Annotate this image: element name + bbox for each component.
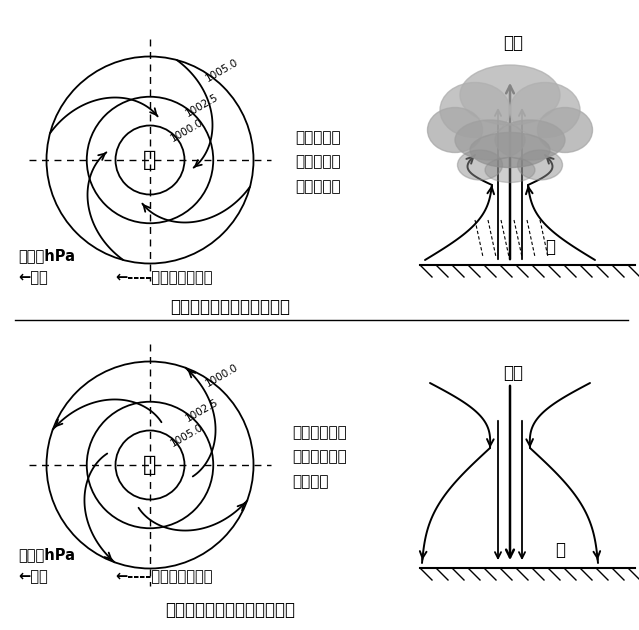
Text: 高: 高 [143,455,157,475]
Text: ←----水平气压梯度力: ←----水平气压梯度力 [115,570,213,585]
Ellipse shape [510,83,580,137]
Text: ←风向: ←风向 [18,570,48,585]
Text: 1005.0: 1005.0 [169,421,206,449]
Text: ←风向: ←风向 [18,270,48,285]
Text: 1005.0: 1005.0 [204,57,240,84]
Ellipse shape [470,132,550,168]
Text: 1002.5: 1002.5 [183,92,220,118]
Ellipse shape [485,158,535,183]
Ellipse shape [458,150,502,180]
Text: 北半球反气旋的形成及其天气: 北半球反气旋的形成及其天气 [165,601,295,619]
Text: 晴: 晴 [555,541,565,559]
Text: 1000.0: 1000.0 [204,362,240,389]
Ellipse shape [460,65,560,125]
Ellipse shape [440,83,510,137]
Ellipse shape [537,108,592,152]
Ellipse shape [495,120,565,160]
Ellipse shape [518,150,562,180]
Text: 上升: 上升 [503,34,523,52]
Text: 低: 低 [143,150,157,170]
Text: 反气旋东部吹
偏北风，西部
吹偏南风: 反气旋东部吹 偏北风，西部 吹偏南风 [292,425,347,490]
Text: 1000.0: 1000.0 [169,117,205,144]
Ellipse shape [427,108,482,152]
Text: 北半球气旋的形成及其天气: 北半球气旋的形成及其天气 [170,298,290,316]
Text: ←----水平气压梯度力: ←----水平气压梯度力 [115,270,213,285]
Text: 下降: 下降 [503,364,523,382]
Text: 气旋东部吹
偏南风，西
部吹偏北风: 气旋东部吹 偏南风，西 部吹偏北风 [295,130,341,194]
Text: 雨: 雨 [545,238,555,256]
Text: 单位：hPa: 单位：hPa [18,248,75,263]
Text: 1002.5: 1002.5 [183,397,220,423]
Ellipse shape [455,120,525,160]
Text: 单位：hPa: 单位：hPa [18,547,75,563]
